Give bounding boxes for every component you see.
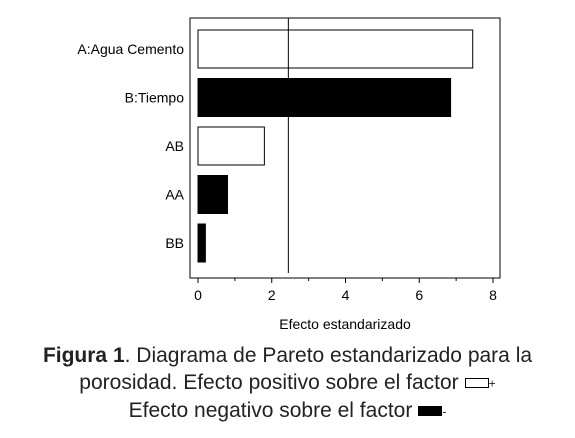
x-axis-label: Efecto estandarizado — [279, 316, 411, 332]
positive-sign: + — [488, 376, 496, 391]
category-label: BB — [165, 235, 184, 251]
positive-legend-swatch — [464, 378, 489, 389]
bar-bb — [197, 223, 206, 263]
x-tick-label: 6 — [415, 287, 423, 303]
category-label: AB — [165, 138, 184, 154]
caption-line-3-text: Efecto negativo sobre el factor — [128, 399, 413, 422]
x-tick-label: 4 — [342, 287, 350, 303]
bar-b-tiempo — [197, 78, 452, 117]
negative-legend-swatch — [418, 406, 443, 417]
caption-line-3: Efecto negativo sobre el factor - — [0, 398, 575, 424]
bar-a-agua-cemento — [197, 29, 474, 69]
x-tick-label: 8 — [489, 287, 497, 303]
negative-sign: - — [442, 404, 447, 419]
category-label: A:Agua Cemento — [77, 41, 184, 57]
category-label: AA — [165, 187, 184, 203]
caption-line-1-text: . Diagrama de Pareto estandarizado para … — [124, 344, 533, 367]
bar-aa — [197, 175, 228, 214]
caption-line-2-text: porosidad. Efecto positivo sobre el fact… — [79, 371, 459, 394]
x-tick-label: 2 — [268, 287, 276, 303]
pareto-chart: A:Agua Cemento B:Tiempo AB AA BB 0 2 4 6 8 Efecto … — [77, 17, 501, 332]
x-tick-label: 0 — [194, 287, 202, 303]
category-label: B:Tiempo — [125, 90, 185, 106]
caption-line-1: Figura 1. Diagrama de Pareto estandariza… — [0, 343, 575, 369]
caption-line-2: porosidad. Efecto positivo sobre el fact… — [0, 370, 575, 396]
bar-ab — [197, 126, 265, 166]
figure-label: Figura 1 — [42, 344, 125, 367]
